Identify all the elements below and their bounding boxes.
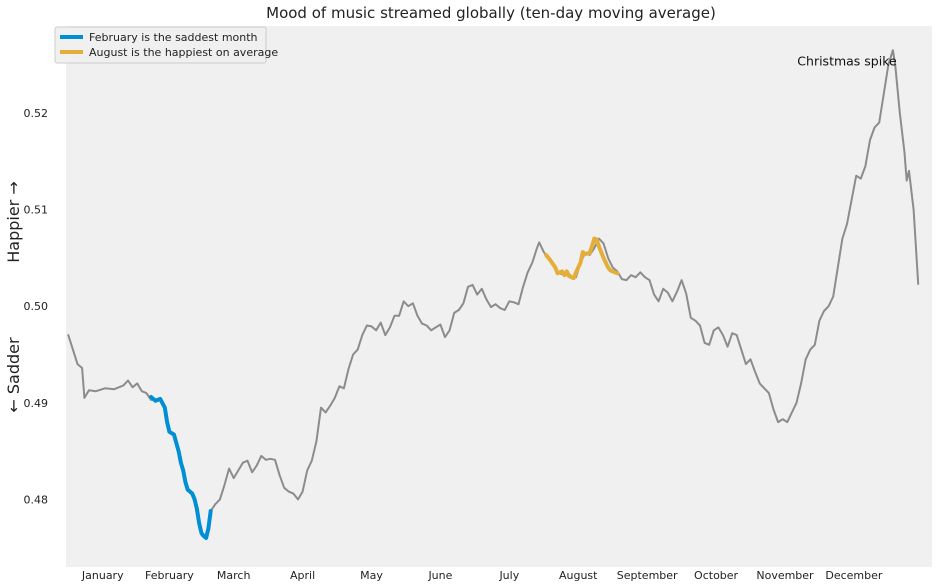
series-lines (67, 49, 920, 540)
y-axis-ticks: 0.48 0.49 0.50 0.51 0.52 (24, 107, 49, 506)
christmas-spike-annotation: Christmas spike (797, 54, 897, 69)
x-tick-label: January (81, 569, 124, 582)
x-tick-label: June (427, 569, 452, 582)
y-tick-label: 0.49 (24, 397, 49, 410)
series-line-base (67, 49, 920, 539)
y-tick-label: 0.50 (24, 300, 49, 313)
x-tick-label: October (694, 569, 738, 582)
plot-background (66, 26, 932, 567)
series-line-february (149, 395, 213, 540)
legend-box (54, 26, 267, 64)
y-tick-label: 0.52 (24, 107, 49, 120)
x-tick-label: March (217, 569, 251, 582)
series-line-august (544, 236, 620, 281)
x-tick-label: August (559, 569, 598, 582)
x-tick-label: February (145, 569, 194, 582)
legend-label-august: August is the happiest on average (89, 46, 278, 59)
x-tick-label: April (290, 569, 315, 582)
x-tick-label: May (360, 569, 383, 582)
x-tick-label: July (498, 569, 519, 582)
y-label-happier: Happier → (4, 181, 23, 263)
legend: February is the saddest month August is … (54, 26, 278, 64)
y-label-sadder: ← Sadder (4, 337, 23, 413)
x-axis-ticks: January February March April May June July Augu… (81, 569, 883, 582)
x-tick-label: September (617, 569, 678, 582)
y-tick-label: 0.48 (24, 493, 49, 506)
y-tick-label: 0.51 (24, 204, 49, 217)
x-tick-label: December (825, 569, 883, 582)
x-tick-label: November (756, 569, 814, 582)
legend-label-february: February is the saddest month (89, 31, 258, 44)
chart-title: Mood of music streamed globally (ten-day… (266, 4, 716, 22)
